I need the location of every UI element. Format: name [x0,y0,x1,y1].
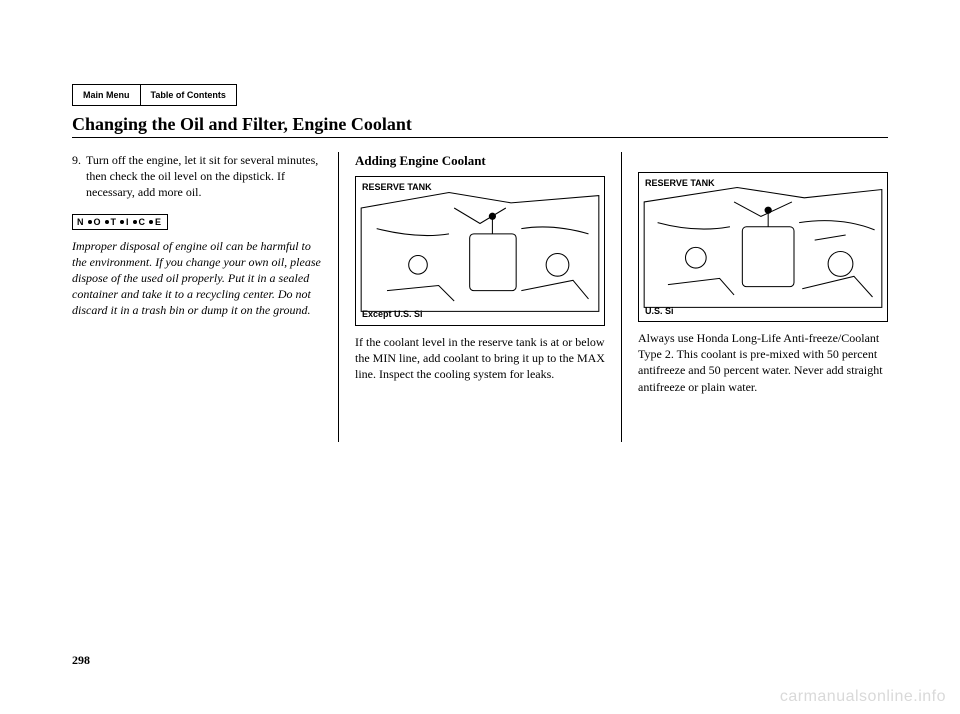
step-text: Turn off the engine, let it sit for seve… [86,152,322,201]
column-1: 9. Turn off the engine, let it sit for s… [72,152,322,442]
notice-badge: NOTICE [72,214,168,230]
content-columns: 9. Turn off the engine, let it sit for s… [72,152,888,442]
reserve-tank-figure-us-si: RESERVE TANK [638,172,888,322]
column-divider-2 [621,152,622,442]
column-divider-1 [338,152,339,442]
column-3: RESERVE TANK [638,152,888,442]
spacer [638,152,888,172]
column-2-body: If the coolant level in the reserve tank… [355,334,605,383]
watermark: carmanualsonline.info [780,688,946,706]
notice-text: Improper disposal of engine oil can be h… [72,238,322,319]
figure-caption: U.S. Si [645,305,674,317]
toc-button[interactable]: Table of Contents [140,85,236,105]
step-9: 9. Turn off the engine, let it sit for s… [72,152,322,201]
adding-coolant-heading: Adding Engine Coolant [355,152,605,170]
page-title: Changing the Oil and Filter, Engine Cool… [72,114,888,135]
title-rule [72,137,888,138]
manual-page: Main Menu Table of Contents Changing the… [0,0,960,714]
column-3-body: Always use Honda Long-Life Anti-freeze/C… [638,330,888,395]
figure-caption: Except U.S. Si [362,308,423,320]
engine-diagram-icon [639,173,887,328]
nav-button-group: Main Menu Table of Contents [72,84,237,106]
main-menu-button[interactable]: Main Menu [73,85,140,105]
column-2: Adding Engine Coolant RESERVE TANK [355,152,605,442]
step-number: 9. [72,152,86,201]
reserve-tank-figure-except-si: RESERVE TANK [355,176,605,326]
page-number: 298 [72,653,90,668]
